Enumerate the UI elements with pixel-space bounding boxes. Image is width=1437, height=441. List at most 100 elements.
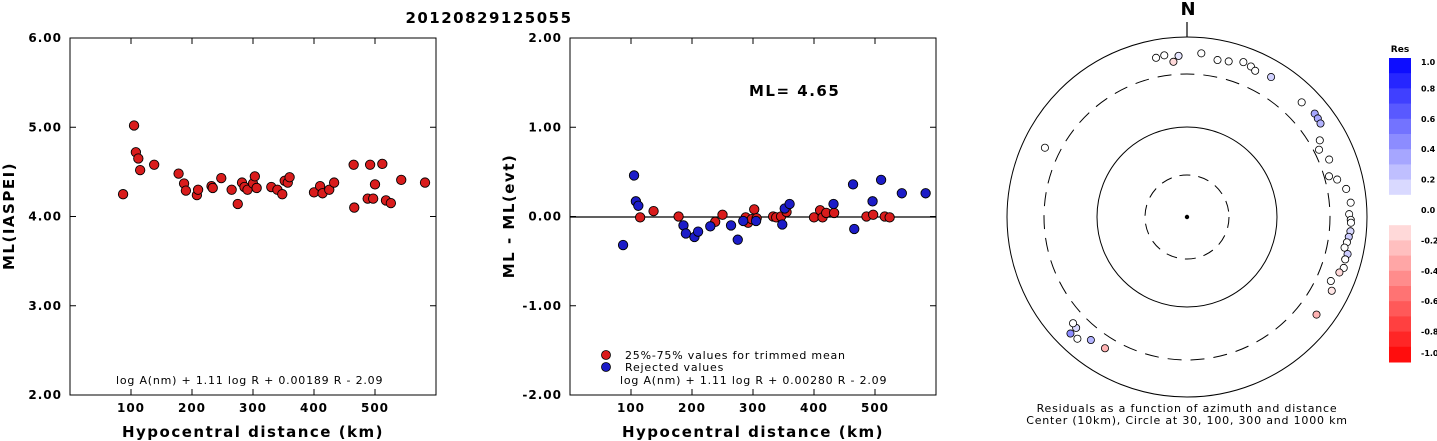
residual-chart-xlabel: Hypocentral distance (km) (622, 423, 884, 441)
magnitude-point (117, 189, 129, 200)
polar-center (1184, 214, 1190, 220)
colorbar-swatch (1389, 88, 1411, 105)
magnitude-y-tick-label: 6.00 (28, 31, 62, 45)
residual-point (784, 198, 795, 210)
polar-point (1169, 57, 1178, 66)
magnitude-point (349, 202, 360, 213)
colorbar-swatch (1389, 255, 1411, 272)
residual-point (717, 209, 728, 220)
residual-point (673, 211, 684, 222)
residual-x-tick-label: 200 (678, 401, 706, 415)
magnitude-y-tick-label: 5.00 (28, 120, 62, 134)
polar-point (1073, 334, 1082, 343)
colorbar-swatch (1389, 58, 1411, 74)
residual-point (849, 223, 860, 235)
legend-label-trimmed: 25%-75% values for trimmed mean (625, 349, 846, 362)
colorbar-tick-label: -0.6 (1421, 297, 1437, 306)
polar-point (1327, 286, 1336, 295)
polar-point (1333, 175, 1342, 184)
colorbar-swatch (1389, 194, 1411, 211)
colorbar-swatch (1389, 210, 1411, 226)
polar-point (1160, 51, 1169, 60)
legend-label-rejected: Rejected values (625, 361, 724, 374)
residual-point (628, 170, 640, 181)
magnitude-point (226, 184, 237, 195)
magnitude-y-tick-label: 2.00 (28, 388, 62, 402)
polar-points (1040, 49, 1355, 353)
polar-point (1086, 336, 1095, 345)
residual-x-tick-label: 500 (861, 401, 889, 415)
magnitude-chart-xlabel: Hypocentral distance (km) (122, 423, 384, 441)
magnitude-chart-ylabel: ML(IASPEI) (0, 162, 18, 270)
polar-point (1312, 310, 1321, 319)
residual-point (868, 209, 879, 220)
colorbar-swatches (1389, 58, 1411, 363)
polar-point (1325, 155, 1334, 164)
colorbar-tick-label: 0.8 (1421, 84, 1436, 93)
colorbar-swatch (1389, 331, 1411, 348)
magnitude-point (369, 179, 381, 190)
magnitude-point (277, 189, 288, 200)
magnitude-point (368, 193, 379, 204)
residual-point (777, 219, 788, 230)
polar-point (1297, 98, 1306, 107)
residual-point (749, 204, 760, 215)
residual-point (875, 174, 887, 186)
magnitude-point (377, 158, 388, 169)
residual-point (828, 207, 840, 219)
polar-point (1346, 218, 1355, 227)
magnitude-point (324, 184, 335, 195)
residual-point (633, 200, 644, 211)
residual-chart: 100 200 300 400 500 -2.00 -1.00 0.00 1.00 2.00 M… (500, 31, 937, 441)
magnitude-x-tick-label: 500 (361, 401, 389, 415)
magnitude-x-tick-label: 400 (300, 401, 328, 415)
residual-chart-formula: log A(nm) + 1.11 log R + 0.00280 R - 2.0… (620, 374, 887, 387)
colorbar-tick-label: -0.4 (1421, 267, 1437, 276)
magnitude-point (419, 177, 431, 188)
polar-point (1335, 268, 1344, 277)
residual-y-tick-label: -2.00 (522, 388, 562, 402)
polar-point (1174, 51, 1183, 60)
colorbar-swatch (1389, 179, 1411, 196)
residual-point (648, 205, 659, 217)
polar-point (1315, 145, 1324, 154)
residual-point (617, 239, 629, 251)
magnitude-point (385, 197, 397, 209)
residual-x-tick-label: 400 (800, 401, 828, 415)
polar-point (1267, 73, 1276, 82)
polar-point (1342, 184, 1351, 193)
magnitude-x-tick-label: 200 (178, 401, 206, 415)
polar-point (1239, 58, 1248, 67)
legend-marker-trimmed (601, 350, 611, 360)
colorbar-swatch (1389, 346, 1411, 363)
magnitude-point (284, 172, 295, 183)
legend-marker-rejected (601, 362, 611, 372)
colorbar-ticks: 1.0 0.8 0.6 0.4 0.2 0.0 -0.2 -0.4 -0.6 -0.8 -1.0 (1421, 58, 1437, 358)
residual-colorbar: Res 1.0 0.8 0.6 0.4 0.2 0.0 -0.2 -0.4 -0.6 -0.8 -1… (1389, 45, 1437, 363)
polar-point (1315, 136, 1324, 145)
residual-point (867, 196, 878, 207)
residual-x-tick-label: 100 (617, 401, 645, 415)
polar-circle-100km (1096, 126, 1278, 308)
magnitude-point (348, 159, 359, 170)
colorbar-tick-label: 0.4 (1421, 145, 1436, 154)
residual-point (680, 228, 692, 239)
colorbar-tick-label: 0.2 (1421, 176, 1435, 185)
colorbar-swatch (1389, 301, 1411, 317)
residual-point (750, 215, 762, 227)
colorbar-tick-label: 1.0 (1421, 58, 1436, 67)
colorbar-tick-label: -1.0 (1421, 349, 1437, 358)
magnitude-x-tick-label: 300 (239, 401, 267, 415)
residual-point (884, 212, 895, 223)
polar-point (1069, 319, 1078, 328)
residual-chart-x-ticks: 100 200 300 400 500 (617, 38, 889, 415)
polar-point (1152, 53, 1161, 62)
polar-point (1224, 57, 1233, 66)
colorbar-swatch (1389, 73, 1411, 89)
residual-point (635, 212, 646, 223)
colorbar-tick-label: -0.8 (1421, 328, 1437, 337)
magnitude-point (207, 182, 218, 194)
magnitude-chart-x-ticks: 100 200 300 400 500 (117, 38, 389, 415)
magnitude-point (128, 120, 140, 131)
